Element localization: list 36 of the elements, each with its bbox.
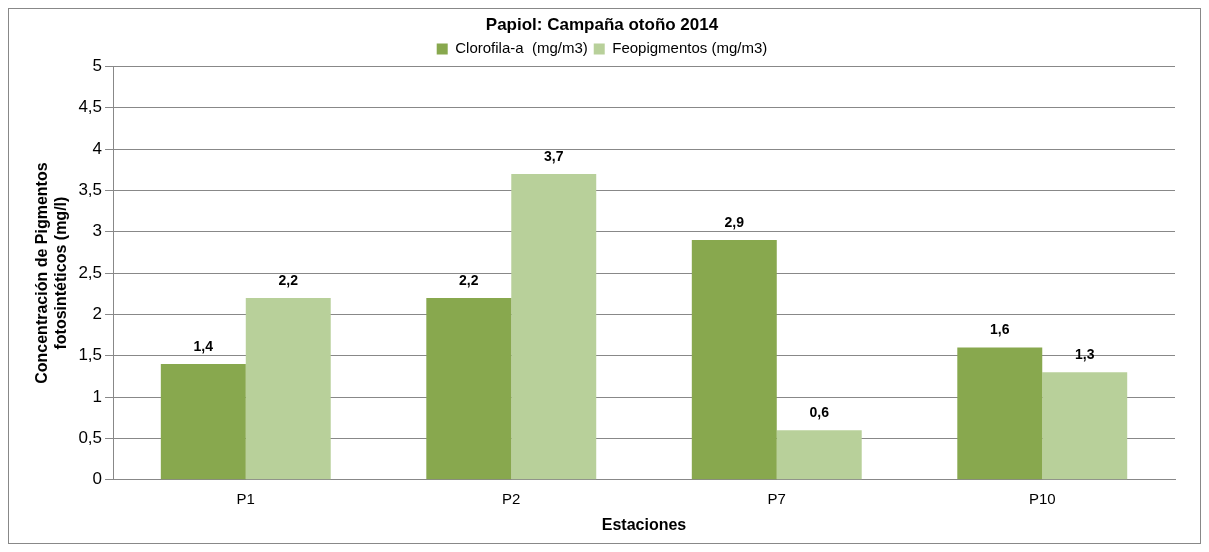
data-label: 1,6 [990,321,1010,338]
bar [1042,372,1128,480]
y-tick-label: 1,5 [78,345,103,365]
x-tick-label: P10 [1028,489,1056,507]
bar [776,430,862,480]
y-tick-label: 4 [92,138,103,158]
bar [160,364,246,480]
y-tick-label: 3,5 [78,180,103,200]
data-label: 1,4 [193,337,214,354]
data-label: 1,3 [1075,346,1095,363]
data-label: 0,6 [809,404,830,421]
legend-label: Feopigmentos (mg/m3) [612,39,768,57]
y-tick-label: 5 [92,56,103,76]
x-tick-label: P2 [502,489,521,507]
y-tick-label: 2 [92,304,103,324]
data-label: 2,9 [724,213,745,230]
bar [511,173,597,480]
y-tick-label: 2,5 [78,262,103,282]
y-tick-label: 0,5 [78,428,103,448]
y-tick-label: 3 [92,221,103,241]
y-tick-label: 4,5 [78,97,103,117]
bar [691,240,777,480]
x-tick-label: P1 [236,489,255,507]
chart-title: Papiol: Campaña otoño 2014 [485,14,719,34]
y-axis-title: Concentración de Pigmentos fotosintéticos (mg/l) [33,162,70,384]
x-tick-label: P7 [767,489,786,507]
data-label: 2,2 [278,271,299,288]
y-tick-label: 1 [92,386,103,406]
y-tick-label: 0 [92,469,103,489]
data-label: 3,7 [544,147,564,164]
bar [957,347,1043,480]
bar [426,297,512,480]
legend-label: Clorofila-a (mg/m3) [455,39,588,57]
bar [245,297,331,480]
x-axis-title: Estaciones [601,515,687,533]
data-label: 2,2 [459,271,479,288]
